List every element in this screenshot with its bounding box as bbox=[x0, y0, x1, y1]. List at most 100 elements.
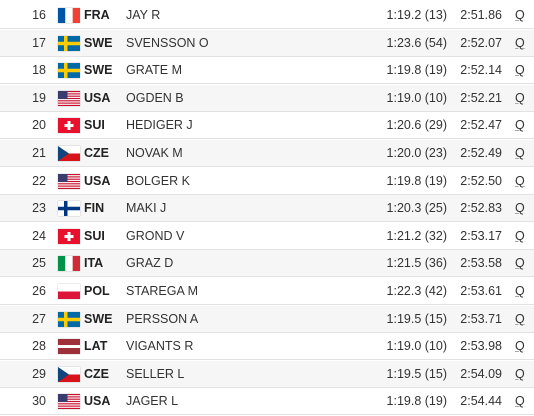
qualified-mark[interactable]: Q bbox=[515, 366, 525, 381]
run-time: 1:19.0 (10) bbox=[386, 90, 447, 105]
rank: 22 bbox=[32, 173, 46, 188]
result-row: 20 SUI HEDIGER J 1:20.6 (29) 2:52.47 Q bbox=[0, 112, 534, 140]
qualified-mark[interactable]: Q bbox=[515, 173, 525, 188]
result-row: 27 SWE PERSSON A 1:19.5 (15) 2:53.71 Q bbox=[0, 305, 534, 333]
run-time: 1:19.0 (10) bbox=[386, 339, 447, 354]
rank: 25 bbox=[32, 256, 46, 271]
rank: 20 bbox=[32, 118, 46, 133]
total-time: 2:53.71 bbox=[460, 311, 502, 326]
athlete-name: JAY R bbox=[126, 8, 161, 22]
run-time: 1:20.0 (23) bbox=[386, 146, 447, 160]
result-row: 16 FRA JAY R 1:19.2 (13) 2:51.86 Q bbox=[0, 2, 534, 29]
rank: 18 bbox=[32, 63, 46, 78]
result-row: 17 SWE SVENSSON O 1:23.6 (54) 2:52.07 Q bbox=[0, 29, 534, 57]
result-row: 18 SWE GRATE M 1:19.8 (19) 2:52.14 Q bbox=[0, 57, 534, 85]
athlete-name: GROND V bbox=[126, 228, 185, 243]
flag bbox=[58, 63, 80, 79]
total-time: 2:52.47 bbox=[460, 118, 502, 133]
qualified-mark[interactable]: Q bbox=[515, 339, 525, 354]
total-time: 2:54.44 bbox=[460, 394, 502, 409]
flag bbox=[58, 173, 80, 189]
result-row: 24 SUI GROND V 1:21.2 (32) 2:53.17 Q bbox=[0, 223, 534, 250]
athlete-name: OGDEN B bbox=[126, 90, 184, 105]
rank: 29 bbox=[32, 366, 46, 381]
qualified-mark[interactable]: Q bbox=[515, 8, 525, 22]
qualified-mark[interactable]: Q bbox=[515, 63, 525, 78]
total-time: 2:52.07 bbox=[460, 35, 502, 50]
country-code: ITA bbox=[84, 256, 104, 271]
athlete-name: SVENSSON O bbox=[126, 35, 209, 50]
flag bbox=[58, 394, 80, 410]
rank: 17 bbox=[32, 35, 46, 50]
flag bbox=[58, 366, 80, 382]
qualified-mark[interactable]: Q bbox=[515, 35, 525, 50]
country-code: SWE bbox=[84, 35, 113, 50]
country-code: CZE bbox=[84, 366, 109, 381]
total-time: 2:53.58 bbox=[460, 256, 502, 271]
qualified-mark[interactable]: Q bbox=[515, 146, 525, 160]
total-time: 2:52.49 bbox=[460, 146, 502, 160]
total-time: 2:53.17 bbox=[460, 228, 502, 243]
qualified-mark[interactable]: Q bbox=[515, 256, 525, 271]
athlete-name: GRAZ D bbox=[126, 256, 174, 271]
flag bbox=[58, 90, 80, 106]
run-time: 1:19.8 (19) bbox=[386, 394, 447, 409]
country-code: USA bbox=[84, 394, 111, 409]
athlete-name: BOLGER K bbox=[126, 173, 190, 188]
total-time: 2:51.86 bbox=[460, 8, 502, 22]
athlete-name: PERSSON A bbox=[126, 311, 199, 326]
qualified-mark[interactable]: Q bbox=[515, 118, 525, 133]
run-time: 1:20.6 (29) bbox=[386, 118, 447, 133]
result-row: 19 USA OGDEN B 1:19.0 (10) 2:52.21 Q bbox=[0, 84, 534, 112]
country-code: LAT bbox=[84, 339, 108, 354]
athlete-name: GRATE M bbox=[126, 63, 183, 78]
country-code: SUI bbox=[84, 228, 105, 243]
qualified-mark[interactable]: Q bbox=[515, 90, 525, 105]
athlete-name: JAGER L bbox=[126, 394, 179, 409]
flag bbox=[58, 256, 80, 272]
result-row: 22 USA BOLGER K 1:19.8 (19) 2:52.50 Q bbox=[0, 168, 534, 195]
rank: 21 bbox=[32, 146, 46, 160]
flag bbox=[58, 201, 80, 217]
qualified-mark[interactable]: Q bbox=[515, 228, 525, 243]
total-time: 2:52.50 bbox=[460, 173, 502, 188]
flag bbox=[58, 311, 80, 327]
rank: 24 bbox=[32, 228, 46, 243]
country-code: FIN bbox=[84, 201, 105, 216]
athlete-name: NOVAK M bbox=[126, 146, 183, 160]
result-row: 26 POL STAREGA M 1:22.3 (42) 2:53.61 Q bbox=[0, 278, 534, 305]
qualified-mark[interactable]: Q bbox=[515, 201, 525, 216]
result-row: 23 FIN MAKI J 1:20.3 (25) 2:52.83 Q bbox=[0, 195, 534, 223]
run-time: 1:19.8 (19) bbox=[386, 63, 447, 78]
qualified-mark[interactable]: Q bbox=[515, 284, 525, 298]
total-time: 2:53.98 bbox=[460, 339, 502, 354]
flag bbox=[58, 339, 80, 355]
result-row: 29 CZE SELLER L 1:19.5 (15) 2:54.09 Q bbox=[0, 360, 534, 388]
country-code: USA bbox=[84, 173, 111, 188]
run-time: 1:19.8 (19) bbox=[386, 173, 447, 188]
athlete-name: SELLER L bbox=[126, 366, 185, 381]
country-code: SWE bbox=[84, 63, 113, 78]
country-code: POL bbox=[84, 284, 110, 298]
flag bbox=[58, 284, 80, 299]
rank: 28 bbox=[32, 339, 46, 354]
total-time: 2:53.61 bbox=[460, 284, 502, 298]
country-code: SUI bbox=[84, 118, 105, 133]
flag bbox=[58, 35, 80, 51]
qualified-mark[interactable]: Q bbox=[515, 311, 525, 326]
flag bbox=[58, 228, 80, 244]
total-time: 2:54.09 bbox=[460, 366, 502, 381]
run-time: 1:21.2 (32) bbox=[386, 228, 447, 243]
country-code: CZE bbox=[84, 146, 109, 160]
rank: 19 bbox=[32, 90, 46, 105]
rank: 16 bbox=[32, 8, 46, 22]
rank: 30 bbox=[32, 394, 46, 409]
athlete-name: HEDIGER J bbox=[126, 118, 193, 133]
result-row: 25 ITA GRAZ D 1:21.5 (36) 2:53.58 Q bbox=[0, 250, 534, 278]
country-code: SWE bbox=[84, 311, 113, 326]
qualified-mark[interactable]: Q bbox=[515, 394, 525, 409]
total-time: 2:52.83 bbox=[460, 201, 502, 216]
run-time: 1:19.5 (15) bbox=[386, 311, 447, 326]
run-time: 1:21.5 (36) bbox=[386, 256, 447, 271]
run-time: 1:19.5 (15) bbox=[386, 366, 447, 381]
